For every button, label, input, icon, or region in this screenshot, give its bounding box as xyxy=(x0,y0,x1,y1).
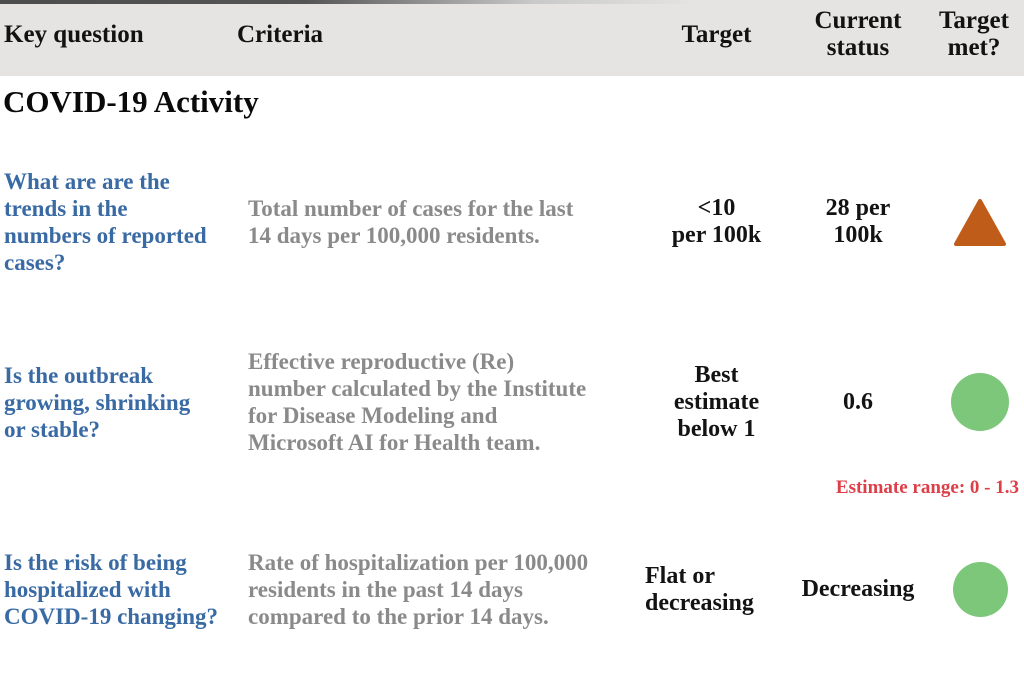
criteria-text: Effective reproductive (Re) number calcu… xyxy=(248,349,587,455)
current-status-value: 28 per 100k xyxy=(825,195,891,248)
column-header-target-met: Target met? xyxy=(939,7,1009,61)
current-status-value: Decreasing xyxy=(801,576,915,602)
triangle-up-icon xyxy=(954,199,1006,246)
table-row-outbreak-growth: Is the outbreak growing, shrinking or st… xyxy=(0,346,1024,458)
target-met-cell xyxy=(928,197,1024,247)
circle-green-icon xyxy=(952,562,1008,617)
circle-green-icon xyxy=(951,373,1009,431)
column-header-key-question: Key question xyxy=(4,20,144,48)
top-edge-artifact xyxy=(0,0,1024,4)
criteria-text: Rate of hospitalization per 100,000 resi… xyxy=(248,550,589,629)
key-question-text: What are are the trends in the numbers o… xyxy=(4,169,207,275)
estimate-range-note: Estimate range: 0 - 1.3 xyxy=(835,477,1019,498)
key-question-text: Is the outbreak growing, shrinking or st… xyxy=(4,362,191,442)
target-value: <10 per 100k xyxy=(671,195,762,248)
criteria-text: Total number of cases for the last 14 da… xyxy=(248,196,574,248)
target-value: Flat or decreasing xyxy=(645,562,754,616)
target-met-cell xyxy=(928,561,1024,618)
target-met-cell xyxy=(928,372,1024,432)
current-status-value: 0.6 xyxy=(843,388,873,415)
column-header-criteria: Criteria xyxy=(237,20,324,48)
table-row-hospitalization-risk: Is the risk of being hospitalized with C… xyxy=(0,542,1024,637)
key-question-text: Is the risk of being hospitalized with C… xyxy=(4,550,219,629)
table-header: Key question Criteria Target Current sta… xyxy=(0,0,1024,76)
section-title: COVID-19 Activity xyxy=(3,84,259,119)
column-header-current-status: Current status xyxy=(814,7,902,61)
target-value: Best estimate below 1 xyxy=(673,361,760,442)
column-header-target: Target xyxy=(681,20,752,48)
table-row-reported-cases: What are are the trends in the numbers o… xyxy=(0,168,1024,275)
